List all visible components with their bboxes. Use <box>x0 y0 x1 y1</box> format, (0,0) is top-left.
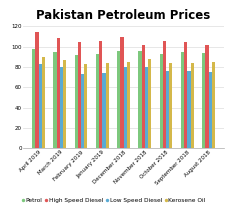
Bar <box>145 67 148 148</box>
Bar <box>75 55 78 148</box>
Bar <box>102 73 106 148</box>
Bar <box>84 64 88 148</box>
Bar <box>138 51 142 148</box>
Bar <box>209 72 212 148</box>
Bar <box>63 60 66 148</box>
Bar <box>212 62 215 148</box>
Bar <box>169 63 173 148</box>
Bar <box>57 38 60 148</box>
Bar <box>142 46 145 148</box>
Bar <box>106 63 109 148</box>
Legend: Petrol, High Speed Diesel, Low Speed Diesel, Kerosene Oil: Petrol, High Speed Diesel, Low Speed Die… <box>21 198 206 203</box>
Bar <box>120 37 124 148</box>
Bar <box>205 46 209 148</box>
Bar <box>184 43 187 148</box>
Bar <box>39 64 42 148</box>
Bar <box>187 71 191 148</box>
Bar <box>35 32 39 148</box>
Bar <box>202 53 205 148</box>
Bar <box>78 43 81 148</box>
Bar <box>42 57 45 148</box>
Bar <box>117 51 120 148</box>
Bar <box>32 49 35 148</box>
Title: Pakistan Petroleum Prices: Pakistan Petroleum Prices <box>36 9 211 22</box>
Bar <box>96 54 99 148</box>
Bar <box>99 41 102 148</box>
Bar <box>124 67 127 148</box>
Bar <box>60 67 63 148</box>
Bar <box>160 54 163 148</box>
Bar <box>163 41 166 148</box>
Bar <box>81 74 84 148</box>
Bar <box>54 52 57 148</box>
Bar <box>148 59 151 148</box>
Bar <box>166 71 169 148</box>
Bar <box>181 52 184 148</box>
Bar <box>127 62 130 148</box>
Bar <box>191 63 194 148</box>
